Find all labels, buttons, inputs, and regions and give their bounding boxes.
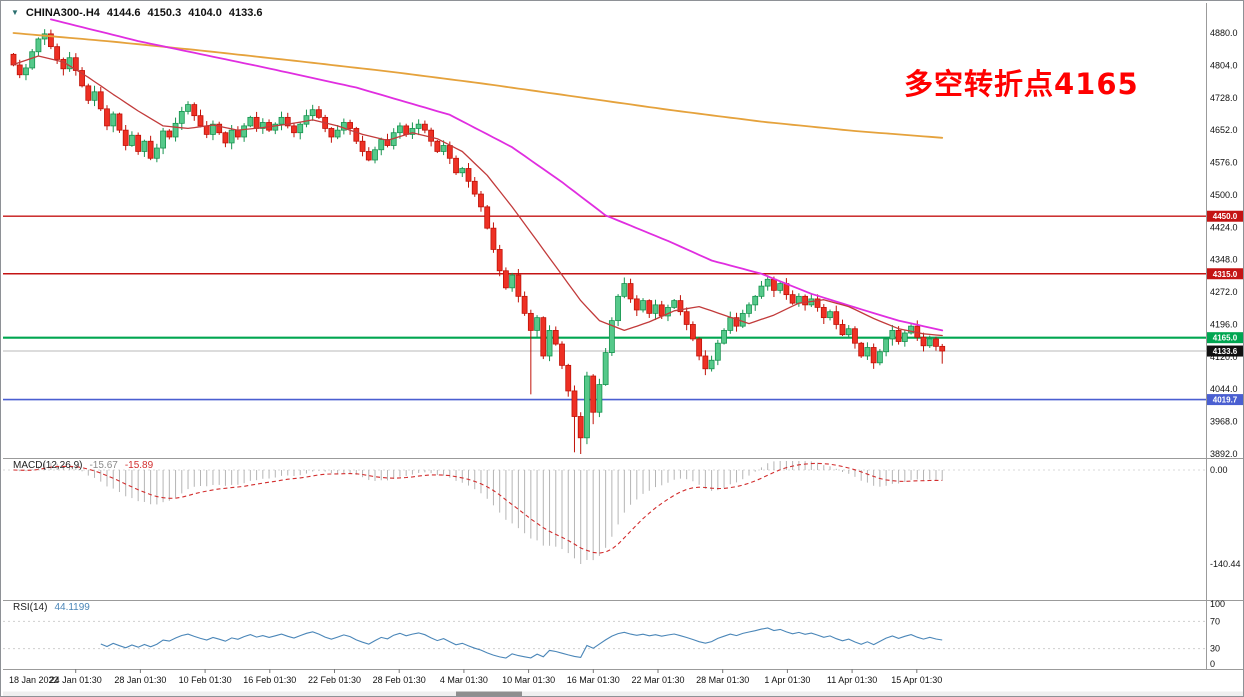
annotation-text: 多空转折点4165 bbox=[904, 67, 1139, 101]
price-axis-label: 4880.0 bbox=[1210, 28, 1238, 38]
price-axis-label: 3892.0 bbox=[1210, 449, 1238, 459]
symbol-period-label: CHINA300-.H4 bbox=[25, 7, 100, 19]
symbol-dropdown-icon[interactable]: ▼ bbox=[11, 8, 19, 17]
time-axis-label: 18 Jan 2022 bbox=[9, 675, 59, 685]
panel-separators bbox=[3, 3, 1243, 670]
macd-histogram bbox=[19, 461, 943, 564]
price-tag-4450.0: 4450.0 bbox=[1207, 210, 1243, 222]
macd-axis-label: -140.44 bbox=[1210, 559, 1241, 569]
time-axis-label: 11 Apr 01:30 bbox=[827, 675, 877, 685]
rsi-line bbox=[100, 627, 943, 659]
price-axis-label: 4424.0 bbox=[1210, 222, 1238, 232]
scrollbar-track[interactable] bbox=[3, 691, 1243, 697]
chart-header: ▼ CHINA300-.H4 4144.6 4150.3 4104.0 4133… bbox=[11, 7, 263, 19]
price-axis-label: 3968.0 bbox=[1210, 417, 1238, 427]
macd-value-1: -15.67 bbox=[89, 460, 118, 471]
time-axis-label: 28 Feb 01:30 bbox=[373, 675, 426, 685]
ma-fast-line bbox=[12, 55, 943, 337]
time-axis-label: 15 Apr 01:30 bbox=[891, 675, 942, 685]
time-axis-label: 16 Mar 01:30 bbox=[567, 675, 620, 685]
rsi-label-text: RSI(14) bbox=[13, 602, 48, 613]
price-axis-label: 4652.0 bbox=[1210, 125, 1238, 135]
time-axis-label: 16 Feb 01:30 bbox=[243, 675, 296, 685]
price-axis-label: 4196.0 bbox=[1210, 319, 1238, 329]
high-value: 4150.3 bbox=[147, 7, 182, 19]
time-axis-label: 1 Apr 01:30 bbox=[764, 675, 810, 685]
macd-signal-line bbox=[13, 462, 943, 554]
price-axis-label: 4272.0 bbox=[1210, 287, 1238, 297]
price-axis-label: 4348.0 bbox=[1210, 255, 1238, 265]
low-value: 4104.0 bbox=[188, 7, 222, 19]
ma-medium-line bbox=[50, 18, 944, 332]
rsi-axis-label: 100 bbox=[1210, 599, 1225, 609]
price-axis-label: 4120.0 bbox=[1210, 352, 1238, 362]
svg-text:4165.0: 4165.0 bbox=[1213, 334, 1238, 343]
price-axis-label: 4576.0 bbox=[1210, 158, 1238, 168]
price-axis: 4880.0 4804.0 4728.0 4652.0 4576.0 4500.0 4424… bbox=[1210, 28, 1238, 459]
rsi-axis-label: 70 bbox=[1210, 616, 1220, 626]
rsi-indicator-label: RSI(14) 44.1199 bbox=[13, 602, 90, 613]
close-value: 4133.6 bbox=[228, 7, 263, 19]
rsi-axis-label: 30 bbox=[1210, 644, 1220, 654]
time-axis-label: 24 Jan 01:30 bbox=[50, 675, 102, 685]
price-axis-label: 4728.0 bbox=[1210, 93, 1238, 103]
ma-slow-line bbox=[12, 32, 944, 139]
macd-label-text: MACD(12,26,9) bbox=[13, 460, 83, 471]
time-axis-label: 10 Feb 01:30 bbox=[179, 675, 232, 685]
price-axis-label: 4804.0 bbox=[1210, 60, 1238, 70]
svg-text:4315.0: 4315.0 bbox=[1213, 270, 1238, 279]
macd-axis-label: 0.00 bbox=[1210, 465, 1228, 475]
price-axis-label: 4044.0 bbox=[1210, 384, 1238, 394]
price-tag-4165.0: 4165.0 bbox=[1207, 332, 1243, 344]
rsi-value: 44.1199 bbox=[54, 602, 90, 613]
price-tag-4315.0: 4315.0 bbox=[1207, 268, 1243, 280]
time-axis-label: 22 Mar 01:30 bbox=[631, 675, 684, 685]
price-tag-4019.7: 4019.7 bbox=[1207, 394, 1243, 406]
time-axis-label: 10 Mar 01:30 bbox=[502, 675, 555, 685]
time-axis-label: 22 Feb 01:30 bbox=[308, 675, 361, 685]
macd-indicator-label: MACD(12,26,9) -15.67 -15.89 bbox=[13, 460, 153, 471]
open-value: 4144.6 bbox=[106, 7, 141, 19]
price-tag-4133.6: 4133.6 bbox=[1207, 345, 1243, 357]
time-axis-label: 28 Mar 01:30 bbox=[696, 675, 749, 685]
scrollbar-handle[interactable] bbox=[456, 691, 522, 697]
rsi-axis-label: 0 bbox=[1210, 659, 1215, 669]
svg-text:4133.6: 4133.6 bbox=[1213, 347, 1238, 356]
price-axis-label: 4500.0 bbox=[1210, 190, 1238, 200]
time-axis-label: 4 Mar 01:30 bbox=[440, 675, 488, 685]
svg-text:4019.7: 4019.7 bbox=[1213, 396, 1238, 405]
svg-text:4450.0: 4450.0 bbox=[1213, 212, 1238, 221]
candles-series bbox=[10, 29, 946, 454]
macd-value-2: -15.89 bbox=[124, 460, 154, 471]
time-axis-label: 28 Jan 01:30 bbox=[114, 675, 166, 685]
